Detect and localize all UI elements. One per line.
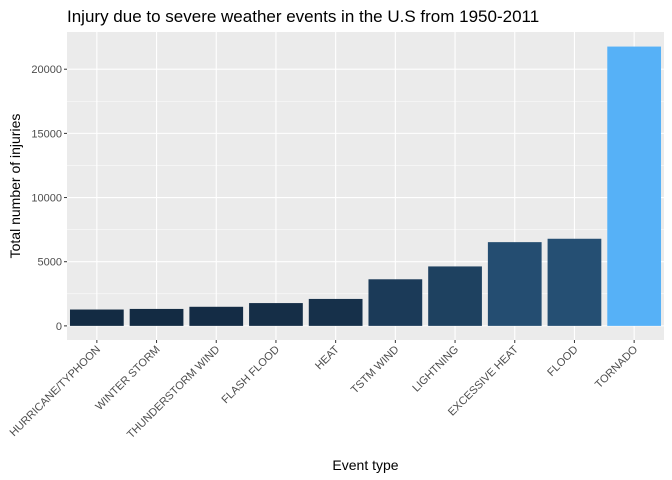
x-tick-label: FLASH FLOOD [220, 344, 283, 407]
bar-winter-storm [129, 308, 184, 326]
x-tick-label: TSTM WIND [349, 344, 402, 397]
y-axis-title: Total number of injuries [7, 114, 23, 259]
x-tick-label: FLOOD [545, 344, 580, 379]
bar-thunderstorm-wind [189, 306, 244, 326]
bar-heat [308, 298, 363, 326]
bar-flash-flood [249, 303, 303, 326]
y-tick-label: 10000 [31, 193, 62, 205]
y-tick-label: 20000 [31, 64, 62, 76]
x-tick-label: HURRICANE/TYPHOON [8, 344, 103, 439]
bar-tstm-wind [368, 279, 423, 326]
bar-lightning [428, 266, 482, 326]
y-tick-label: 15000 [31, 128, 62, 140]
y-axis-ticks: 0 5000 10000 15000 20000 [31, 64, 67, 333]
y-tick-label: 5000 [38, 257, 62, 269]
x-tick-label: HEAT [313, 343, 342, 372]
bar-tornado [607, 46, 662, 326]
y-tick-label: 0 [56, 321, 62, 333]
bar-hurricane-typhoon [69, 309, 124, 326]
x-tick-label: LIGHTNING [410, 344, 461, 395]
x-tick-label: WINTER STORM [93, 344, 162, 413]
bar-excessive-heat [487, 242, 542, 326]
bars [69, 46, 662, 326]
bar-flood [547, 238, 602, 326]
x-tick-label: TORNADO [593, 343, 641, 391]
chart-title: Injury due to severe weather events in t… [67, 7, 539, 26]
x-axis-title: Event type [332, 457, 398, 473]
